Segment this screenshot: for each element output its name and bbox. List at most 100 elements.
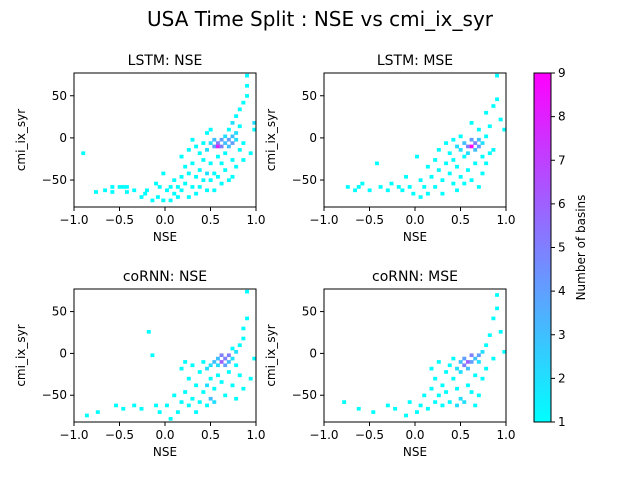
heatmap-cell [458, 396, 463, 401]
x-tick-label: −0.5 [105, 428, 134, 442]
heatmap-cell [186, 403, 191, 408]
heatmap-cell [418, 403, 423, 408]
heatmap-cell [237, 343, 242, 348]
heatmap-cell [179, 174, 184, 179]
heatmap-cells [342, 293, 507, 418]
heatmap-cell [208, 178, 213, 183]
heatmap-cell [212, 400, 217, 404]
heatmap-cell [219, 137, 224, 142]
heatmap-cell [212, 144, 217, 149]
heatmap-cell [172, 178, 177, 183]
heatmap-cell [103, 188, 108, 193]
heatmap-cell [226, 360, 231, 364]
heatmap-cell [139, 195, 144, 199]
panel-title: coRNN: NSE [123, 269, 207, 285]
heatmap-cell [208, 161, 213, 166]
heatmap-cell [444, 390, 449, 394]
heatmap-cell [487, 151, 492, 156]
heatmap-cell [484, 366, 489, 371]
heatmap-cell [219, 161, 224, 166]
heatmap-cell [168, 416, 173, 421]
heatmap-cell [194, 191, 199, 196]
heatmap-cell [484, 110, 489, 115]
x-tick-label: −1.0 [309, 428, 338, 442]
heatmap-cell [444, 141, 449, 145]
heatmap-cell [476, 185, 481, 189]
heatmap-cell [172, 393, 177, 398]
heatmap-cell [433, 185, 438, 189]
heatmap-cell [241, 336, 246, 341]
x-tick-label: 0.5 [451, 213, 470, 227]
heatmap-cell [223, 356, 228, 361]
heatmap-cell [179, 154, 184, 159]
y-axis-label: cmi_ix_syr [14, 109, 28, 171]
x-tick-label: 0.0 [405, 428, 424, 442]
heatmap-cell [360, 181, 365, 186]
heatmap-cell [175, 195, 180, 199]
heatmap-cell [429, 366, 434, 371]
heatmap-cell [230, 383, 235, 388]
heatmap-cell [425, 406, 430, 411]
heatmap-cell [146, 329, 151, 334]
heatmap-cell [172, 191, 177, 196]
heatmap-cell [237, 124, 242, 129]
heatmap-cell [385, 403, 390, 408]
heatmap-cell [245, 73, 250, 78]
colorbar-tick-label: 6 [558, 197, 566, 211]
heatmap-cell [491, 104, 496, 108]
x-tick-label: 1.0 [496, 213, 515, 227]
heatmap-cell [194, 144, 199, 149]
heatmap-cell [495, 73, 500, 78]
heatmap-cell [234, 114, 239, 118]
heatmap-cell [234, 137, 239, 142]
heatmap-cell [404, 413, 409, 418]
heatmap-cell [226, 370, 231, 374]
heatmap-cell [371, 410, 376, 414]
colorbar-tick-label: 2 [558, 371, 566, 385]
heatmap-cell [491, 148, 496, 152]
heatmap-cell [447, 151, 452, 156]
colorbar-label: Number of basins [574, 195, 588, 301]
heatmap-cell [219, 181, 224, 186]
heatmap-cell [356, 406, 361, 411]
heatmap-cell [168, 198, 173, 203]
y-tick-label: 0 [309, 131, 317, 145]
heatmap-cell [124, 185, 129, 189]
heatmap-cell [473, 356, 478, 361]
x-tick-label: 0.0 [155, 428, 174, 442]
heatmap-cell [226, 137, 231, 142]
heatmap-cell [194, 383, 199, 388]
colorbar: 1 2 3 4 5 6 7 8 9 Number of basins [533, 66, 588, 429]
colorbar-tick-label: 3 [558, 328, 566, 342]
heatmap-cell [194, 174, 199, 179]
x-tick-label: −0.5 [105, 213, 134, 227]
heatmap-cell [498, 329, 503, 334]
heatmap-cell [205, 171, 209, 176]
heatmap-cell [465, 383, 470, 388]
heatmap-cell [404, 174, 409, 179]
heatmap-cell [462, 154, 467, 159]
heatmap-cell [447, 171, 452, 176]
heatmap-cell [458, 370, 463, 374]
heatmap-cell [473, 373, 478, 378]
heatmap-cell [451, 181, 456, 186]
heatmap-cell [252, 121, 257, 125]
heatmap-cell [440, 191, 445, 196]
heatmap-cell [458, 148, 463, 152]
heatmap-cell [433, 376, 438, 381]
heatmap-cell [451, 356, 456, 361]
heatmap-cell [212, 171, 217, 176]
heatmap-cell [132, 403, 137, 408]
heatmap-cell [241, 386, 246, 391]
heatmap-cell [212, 188, 217, 193]
heatmap-cell [241, 158, 246, 162]
heatmap-cell [190, 137, 195, 142]
heatmap-cell [436, 168, 441, 172]
heatmap-cell [230, 356, 235, 361]
heatmap-cell [418, 195, 423, 199]
heatmap-cell [110, 185, 115, 189]
heatmap-cell [436, 360, 441, 364]
heatmap-cell [234, 164, 239, 169]
heatmap-cell [462, 181, 467, 186]
heatmap-cell [473, 141, 478, 145]
